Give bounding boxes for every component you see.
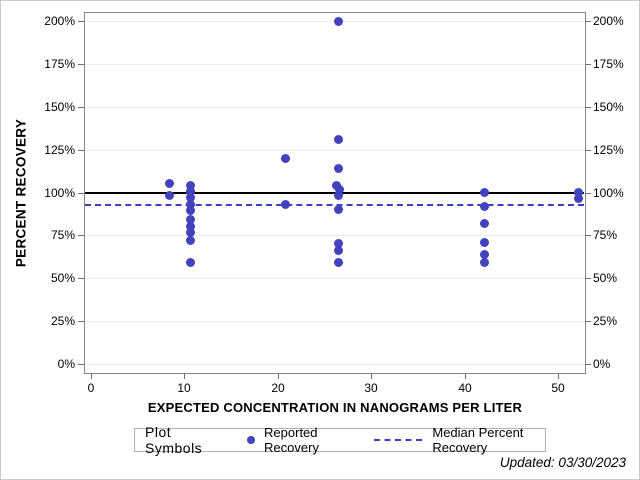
y-tick-left [78, 235, 84, 236]
data-point [280, 153, 290, 163]
legend-label-reported-recovery: Reported Recovery [264, 425, 319, 455]
data-point [185, 258, 195, 268]
data-point [185, 181, 195, 191]
y-tick-label-right: 150% [593, 100, 624, 114]
updated-timestamp: Updated: 03/30/2023 [499, 455, 626, 470]
gridline [85, 235, 584, 236]
data-point [185, 200, 195, 209]
gridline [85, 278, 584, 279]
data-point [334, 239, 343, 249]
y-tick-right [585, 64, 591, 65]
y-tick-label-right: 0% [593, 357, 611, 371]
y-tick-right [585, 364, 591, 365]
y-tick-label-left: 25% [50, 314, 75, 328]
x-tick [371, 373, 372, 379]
data-point [185, 228, 195, 238]
data-point [185, 222, 195, 232]
data-point [334, 134, 343, 144]
gridline [85, 64, 584, 65]
y-tick-left [78, 193, 84, 194]
data-point [185, 187, 195, 197]
x-tick-label: 30 [364, 381, 378, 395]
data-point [479, 218, 489, 228]
data-point [334, 16, 343, 26]
data-point [164, 191, 174, 201]
y-tick-label-right: 50% [593, 271, 618, 285]
x-tick [465, 373, 466, 379]
y-tick-label-left: 125% [44, 143, 75, 157]
x-tick [558, 373, 559, 379]
data-point [334, 246, 343, 256]
data-point [479, 188, 489, 197]
x-tick-label: 40 [458, 381, 472, 395]
x-tick-label: 0 [87, 381, 95, 395]
y-tick-label-left: 200% [44, 14, 75, 28]
y-tick-right [585, 21, 591, 22]
x-tick [278, 373, 279, 379]
x-tick-label: 10 [177, 381, 191, 395]
y-axis-title: PERCENT RECOVERY [13, 118, 29, 268]
y-tick-left [78, 107, 84, 108]
data-point [164, 179, 174, 189]
y-tick-left [78, 321, 84, 322]
y-tick-label-left: 0% [57, 357, 75, 371]
y-tick-left [78, 278, 84, 279]
data-point [334, 185, 344, 195]
x-tick [184, 373, 185, 379]
gridline [85, 107, 584, 108]
y-tick-label-right: 200% [593, 14, 624, 28]
y-tick-right [585, 107, 591, 108]
x-tick [91, 373, 92, 379]
data-point [185, 236, 195, 246]
y-tick-label-left: 175% [44, 57, 75, 71]
data-point [280, 200, 290, 209]
legend-dot-icon [247, 436, 256, 444]
y-tick-label-left: 75% [50, 228, 75, 242]
gridline [85, 364, 584, 365]
y-tick-right [585, 193, 591, 194]
data-point [479, 258, 489, 268]
data-point [334, 191, 343, 201]
data-point [479, 201, 489, 211]
x-tick-label: 50 [551, 381, 565, 395]
data-point [479, 249, 489, 259]
y-tick-left [78, 21, 84, 22]
y-tick-left [78, 150, 84, 151]
y-tick-left [78, 364, 84, 365]
y-tick-right [585, 278, 591, 279]
legend: Plot Symbols Reported Recovery Median Pe… [134, 424, 546, 456]
data-point [334, 163, 343, 173]
y-tick-label-right: 125% [593, 143, 624, 157]
y-tick-label-left: 100% [44, 186, 75, 200]
data-point [574, 194, 584, 203]
legend-label-median-recovery: Median Percent Recovery [432, 425, 524, 455]
y-tick-label-right: 100% [593, 186, 624, 200]
gridline [85, 150, 584, 151]
y-tick-label-left: 50% [50, 271, 75, 285]
y-tick-right [585, 150, 591, 151]
data-point [479, 237, 489, 247]
data-point [185, 206, 195, 215]
y-tick-label-right: 25% [593, 314, 618, 328]
x-axis-title: EXPECTED CONCENTRATION IN NANOGRAMS PER … [147, 400, 523, 415]
legend-dashed-line-icon [374, 439, 423, 441]
y-tick-left [78, 64, 84, 65]
y-tick-right [585, 235, 591, 236]
y-tick-right [585, 321, 591, 322]
y-tick-label-right: 75% [593, 228, 618, 242]
data-point [334, 205, 343, 215]
data-point [185, 215, 195, 225]
data-point [574, 188, 584, 197]
median-recovery-line [85, 204, 584, 206]
data-point [185, 193, 195, 203]
gridline [85, 321, 584, 322]
x-tick-label: 20 [271, 381, 285, 395]
legend-title: Plot Symbols [145, 424, 203, 456]
y-tick-label-left: 150% [44, 100, 75, 114]
y-tick-label-right: 175% [593, 57, 624, 71]
data-point [334, 258, 343, 268]
